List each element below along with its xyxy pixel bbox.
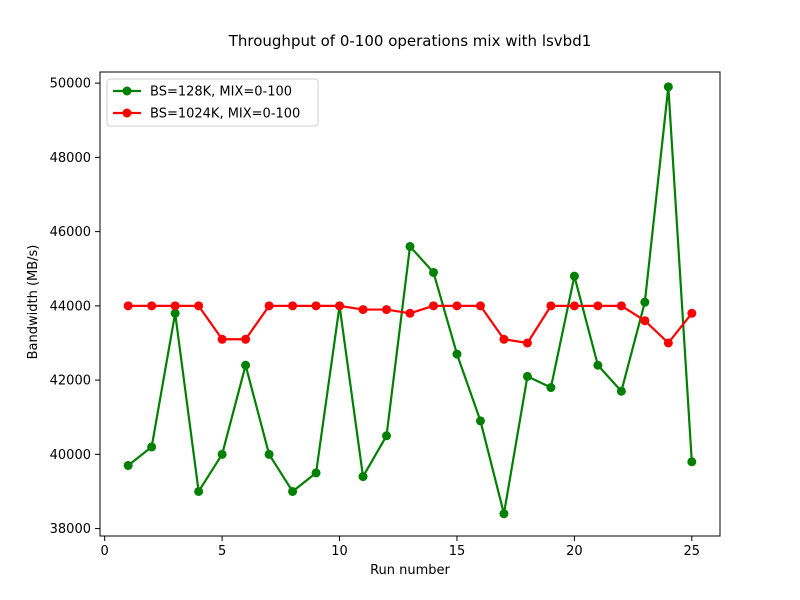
y-tick-label: 40000 [50,448,91,463]
data-point [241,360,251,370]
data-point [475,301,485,311]
legend-item: BS=1024K, MIX=0-100 [113,107,300,122]
y-axis-label: Bandwidth (MB/s) [26,245,41,360]
y-tick-label: 50000 [50,77,91,92]
data-point [288,486,298,496]
data-point [170,301,180,311]
plot-area [99,71,721,537]
y-tick-label: 44000 [50,299,91,314]
legend-swatch-marker [122,86,132,96]
data-point [569,301,579,311]
data-point [452,349,462,359]
data-point [499,509,509,519]
data-point [217,334,227,344]
y-tick-label: 46000 [50,225,91,240]
data-point [264,449,274,459]
x-tick-label: 20 [566,544,583,559]
data-point [311,468,321,478]
y-tick-label: 48000 [50,151,91,166]
data-point [358,472,368,482]
series-2 [123,301,697,348]
data-point [123,301,133,311]
chart-title: Throughput of 0-100 operations mix with … [228,32,592,50]
x-tick-label: 25 [684,544,701,559]
x-tick-label: 15 [449,544,466,559]
data-point [640,316,650,326]
y-tick-label: 42000 [50,374,91,389]
data-point [546,383,556,393]
data-point [382,431,392,441]
data-point [147,301,157,311]
series-line [127,85,693,515]
y-axis: 38000 40000 42000 44000 46000 48000 50000 [50,77,100,537]
data-point [170,308,180,318]
data-point [593,360,603,370]
data-point [358,305,368,315]
legend-item: BS=128K, MIX=0-100 [113,85,292,100]
data-point [123,460,133,470]
x-axis: 0 5 10 15 20 25 [101,536,701,559]
data-point [452,301,462,311]
data-point [288,301,298,311]
data-point [241,334,251,344]
x-axis-label: Run number [370,563,450,578]
data-point [405,241,415,251]
legend-swatch-marker [122,108,132,118]
data-point [405,308,415,318]
y-tick-label: 38000 [50,522,91,537]
data-point [640,297,650,307]
legend-frame [106,78,319,127]
data-point [593,301,603,311]
data-point [428,301,438,311]
plot-frame [99,71,721,537]
data-point [687,457,697,467]
data-point [616,301,626,311]
data-point [194,301,204,311]
data-point [382,305,392,315]
data-point [264,301,274,311]
data-point [687,308,697,318]
data-point [475,416,485,426]
data-point [569,271,579,281]
data-point [311,301,321,311]
legend-label: BS=1024K, MIX=0-100 [150,107,300,122]
x-tick-label: 10 [331,544,348,559]
data-point [522,338,532,348]
x-tick-label: 0 [101,544,109,559]
legend-label: BS=128K, MIX=0-100 [150,85,292,100]
data-point [663,338,673,348]
x-tick-label: 5 [218,544,226,559]
data-point [217,449,227,459]
data-point [546,301,556,311]
data-point [663,82,673,92]
data-point [428,267,438,277]
series-layer [123,82,697,519]
data-point [335,301,345,311]
data-point [522,371,532,381]
data-point [147,442,157,452]
legend: BS=128K, MIX=0-100 BS=1024K, MIX=0-100 [106,78,319,127]
series-1 [123,82,697,519]
data-point [499,334,509,344]
data-point [616,386,626,396]
data-point [194,486,204,496]
